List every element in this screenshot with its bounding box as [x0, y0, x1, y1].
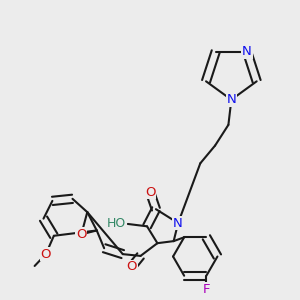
- Text: N: N: [242, 45, 252, 58]
- Text: O: O: [145, 185, 155, 199]
- Text: HO: HO: [107, 218, 126, 230]
- Text: N: N: [226, 93, 236, 106]
- Text: O: O: [40, 248, 51, 261]
- Text: O: O: [76, 228, 87, 241]
- Text: F: F: [202, 283, 210, 296]
- Text: N: N: [173, 217, 183, 230]
- Text: O: O: [126, 260, 137, 273]
